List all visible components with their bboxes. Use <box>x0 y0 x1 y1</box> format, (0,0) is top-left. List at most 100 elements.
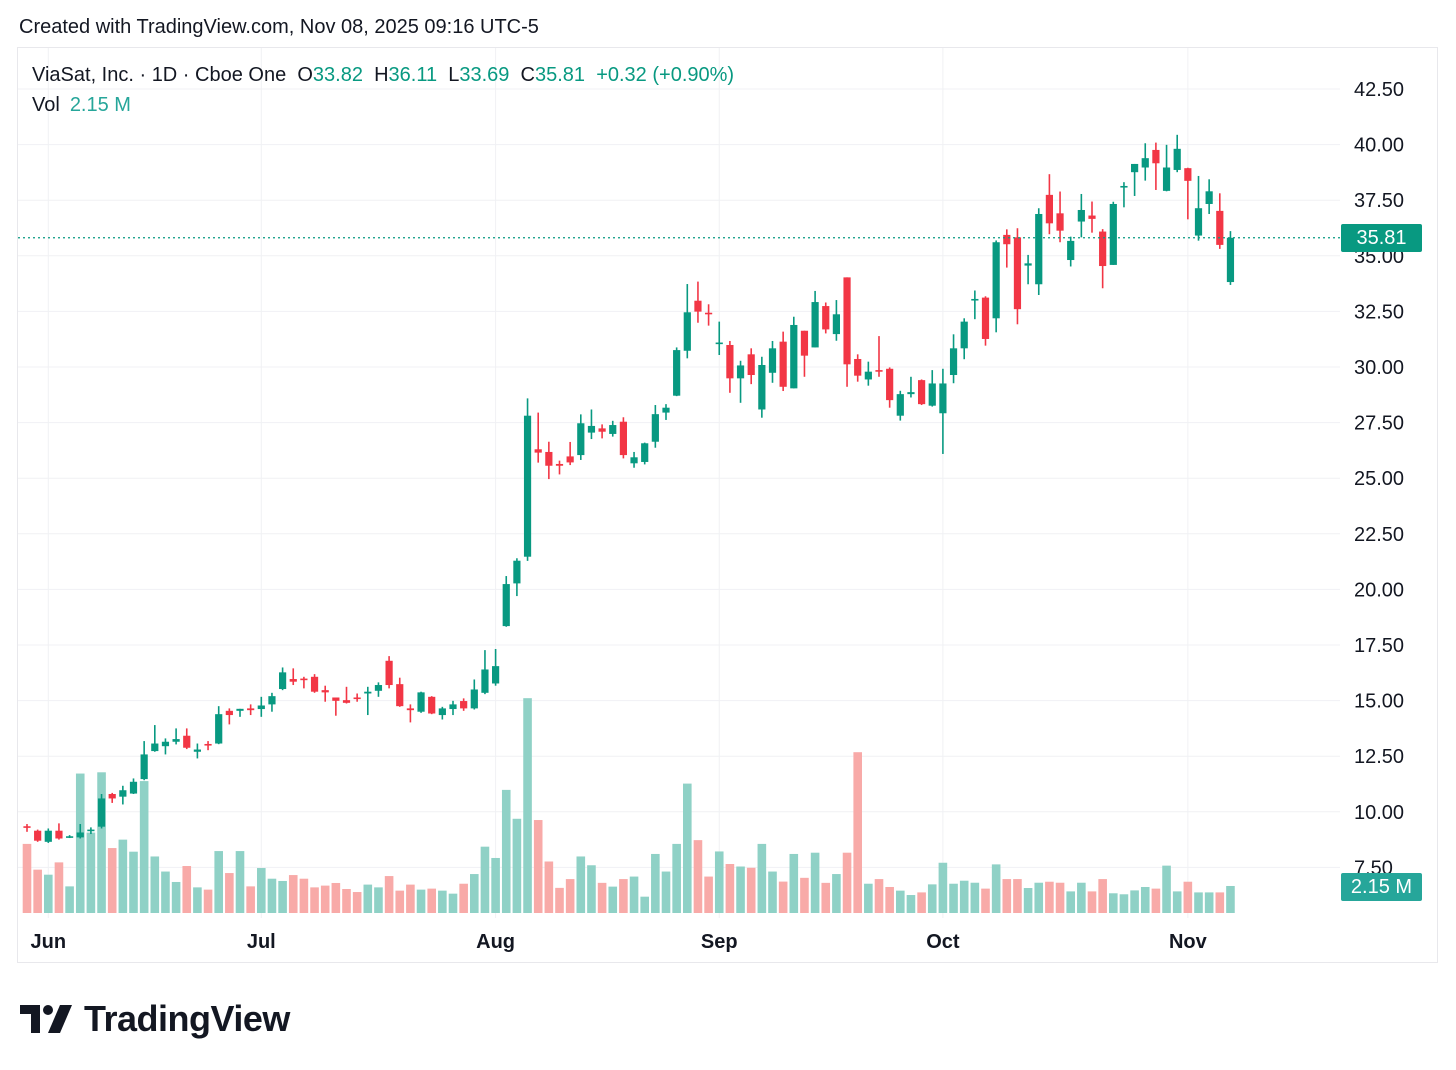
legend: ViaSat, Inc. · 1D · Cboe One O33.82 H36.… <box>32 64 734 87</box>
volume-bar <box>864 883 873 913</box>
candle <box>545 441 553 480</box>
volume-bar <box>1109 893 1118 913</box>
volume-bar <box>778 881 788 913</box>
price-tick-label: 32.50 <box>1354 301 1404 323</box>
high-label: H <box>374 64 389 86</box>
volume-bar <box>320 885 330 913</box>
volume-bar <box>810 852 820 913</box>
candle <box>907 376 915 398</box>
change-value: +0.32 (+0.90%) <box>596 64 735 86</box>
candle <box>1088 201 1096 233</box>
volume-bar <box>576 856 586 913</box>
candle <box>896 390 904 421</box>
volume-bar <box>672 843 681 913</box>
candle <box>428 696 436 715</box>
candle <box>1162 144 1171 192</box>
volume-bar <box>533 820 543 913</box>
candle-body <box>779 341 787 387</box>
volume-bar <box>65 886 74 913</box>
candle <box>1184 167 1192 220</box>
candle-body <box>140 754 148 780</box>
volume-bar <box>640 896 649 913</box>
volume-bar <box>565 879 575 913</box>
volume-bar <box>1130 890 1139 913</box>
volume-bar <box>459 883 468 913</box>
candle-body <box>332 697 340 701</box>
volume-bar <box>257 868 266 913</box>
candle <box>651 405 659 448</box>
candle <box>1131 163 1139 196</box>
volume-bar <box>86 832 96 913</box>
time-tick-label: Sep <box>701 931 738 953</box>
candle <box>161 738 170 755</box>
volume-bar <box>906 895 916 913</box>
candle <box>981 296 990 346</box>
candle <box>822 302 830 334</box>
volume-bar <box>107 848 117 913</box>
volume-bar <box>384 876 394 913</box>
price-tick-label: 15.00 <box>1354 691 1404 713</box>
candle-body <box>300 678 308 681</box>
candle <box>247 704 255 716</box>
volume-bar <box>129 851 138 913</box>
candle <box>1013 228 1022 325</box>
candle-body <box>438 708 446 716</box>
time-tick-label: Jun <box>31 931 67 953</box>
candle-body <box>417 692 425 712</box>
candle-body <box>257 705 265 710</box>
candle <box>225 708 233 725</box>
volume-value: 2.15 M <box>69 94 131 116</box>
time-tick-label: Oct <box>926 931 960 953</box>
candle <box>183 728 191 750</box>
candle <box>726 340 734 393</box>
volume-bar <box>44 874 53 913</box>
candle-body <box>55 830 63 839</box>
candle <box>609 420 617 437</box>
candle <box>758 356 766 418</box>
candle-body <box>385 660 393 686</box>
candle-body <box>694 300 702 312</box>
volume-bar <box>597 882 607 913</box>
candle <box>1024 254 1032 285</box>
volume-bar <box>214 851 223 913</box>
volume-bar <box>523 698 532 913</box>
candle-body <box>907 392 915 395</box>
candle <box>523 398 532 561</box>
candle-body <box>1173 148 1181 170</box>
candle <box>492 649 500 686</box>
candle <box>257 696 265 717</box>
candle <box>279 667 287 691</box>
candle <box>747 348 755 385</box>
candle-body <box>1099 231 1107 267</box>
volume-bar <box>970 882 980 913</box>
candle <box>715 321 723 355</box>
candle-body <box>736 365 745 379</box>
candle-body <box>1162 167 1171 191</box>
candle <box>129 778 138 795</box>
price-tick-label: 30.00 <box>1354 357 1404 379</box>
volume-bar <box>1077 882 1086 913</box>
candle-body <box>843 277 851 365</box>
candle-body <box>87 829 95 832</box>
candle-body <box>193 749 201 752</box>
candle <box>598 424 606 439</box>
candle-body <box>939 383 947 414</box>
candle <box>1226 231 1235 285</box>
volume-bar <box>512 818 522 913</box>
volume-bar <box>427 888 436 913</box>
volume-bar <box>874 879 884 913</box>
candle <box>641 442 649 465</box>
low-label: L <box>448 64 460 86</box>
candle-body <box>460 701 468 709</box>
candle <box>811 290 819 348</box>
tradingview-logo: TradingView <box>20 998 290 1040</box>
candle-body <box>34 830 42 841</box>
candle-body <box>705 312 713 315</box>
time-tick-label: Aug <box>476 931 515 953</box>
candle-body <box>886 368 894 401</box>
candle-body <box>1152 149 1160 164</box>
candle <box>236 708 244 717</box>
candle-body <box>1077 209 1085 222</box>
candle-body <box>534 449 542 453</box>
